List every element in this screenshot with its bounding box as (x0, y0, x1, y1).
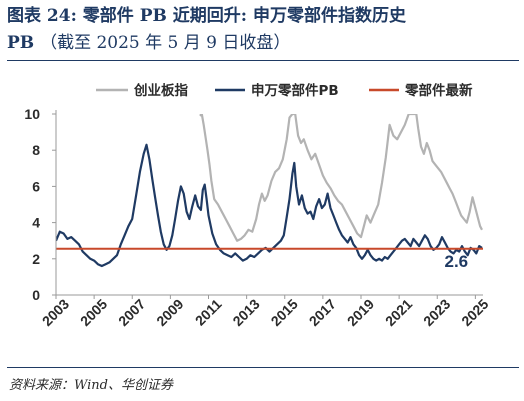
chart-title: 图表 24: 零部件 PB 近期回升: 申万零部件指数历史 PB （截至 202… (7, 3, 519, 57)
chart-title-main: 图表 24: 零部件 PB 近期回升: 申万零部件指数历史 (7, 6, 406, 26)
y-tick-label: 6 (32, 178, 40, 194)
x-tick-label: 2003 (39, 296, 72, 329)
chart-canvas: 创业板指 申万零部件PB 零部件最新 2.6 0 2 4 6 8 10 2003 2005 2007… (24, 82, 491, 329)
chart-title-prefix: PB (7, 33, 35, 53)
chart-title-note: （截至 2025 年 5 月 9 日收盘） (40, 33, 291, 53)
plot-area: 2.6 (56, 114, 483, 271)
x-tick-label: 2013 (229, 296, 262, 329)
y-tick-label: 0 (32, 287, 40, 303)
x-tick-label: 2005 (77, 296, 110, 329)
top-rule (7, 60, 519, 61)
x-tick-label: 2011 (192, 296, 225, 329)
annotation-latest-value: 2.6 (444, 252, 468, 271)
y-tick-label: 2 (32, 251, 40, 267)
series-line-parts-pb (56, 143, 483, 268)
x-tick-label: 2009 (153, 296, 186, 329)
legend: 创业板指 申万零部件PB 零部件最新 (96, 82, 473, 99)
bottom-rule (7, 367, 519, 368)
x-tick-label: 2023 (420, 296, 453, 329)
y-tick-label: 10 (24, 106, 40, 122)
y-tick-label: 8 (32, 142, 40, 158)
x-tick-label: 2017 (306, 296, 339, 329)
x-tick-label: 2025 (458, 296, 491, 329)
source-note: 资料来源：Wind、华创证券 (9, 378, 173, 393)
y-tick-label: 4 (32, 215, 40, 231)
legend-label: 创业板指 (133, 82, 188, 99)
x-tick-label: 2007 (115, 296, 148, 329)
series-line-chinext (199, 114, 483, 242)
legend-label: 申万零部件PB (251, 82, 339, 99)
legend-label: 零部件最新 (404, 82, 473, 99)
x-tick-label: 2021 (382, 296, 415, 329)
x-tick-label: 2015 (268, 296, 301, 329)
x-tick-label: 2019 (344, 296, 377, 329)
